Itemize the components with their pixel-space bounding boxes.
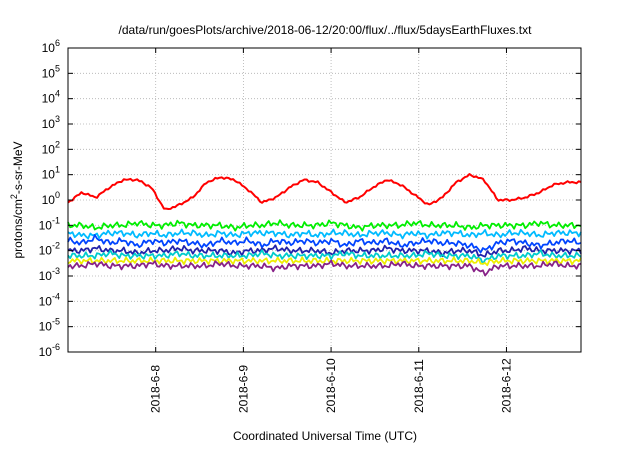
y-tick-label: 104 [42, 89, 60, 106]
y-tick-label: 10-6 [39, 342, 60, 359]
series-line-3 [67, 228, 582, 240]
series-line-5 [67, 244, 582, 258]
y-axis-label-superscript: 2 [9, 194, 19, 199]
x-tick-label: 2018-6-12 [499, 358, 513, 413]
y-tick-label: 105 [42, 63, 60, 80]
x-tick-label: 2018-6-9 [236, 365, 250, 413]
y-tick-label: 10-5 [39, 317, 60, 334]
y-tick-label: 102 [42, 139, 60, 156]
x-tick-label: 2018-6-10 [324, 358, 338, 413]
plot-area [67, 47, 582, 353]
y-tick-label: 103 [42, 114, 60, 131]
y-tick-label: 10-2 [39, 241, 60, 258]
x-tick-label: 2018-6-11 [412, 359, 426, 413]
series-line-4 [67, 233, 582, 254]
y-axis-ticks: 10-6 10-5 10-4 10-3 10-2 10-1 100 101 102 103 104 1… [39, 38, 581, 359]
series-group [67, 173, 582, 277]
y-tick-label: 101 [42, 165, 60, 182]
x-tick-label: 2018-6-8 [149, 365, 163, 413]
x-axis-ticks: 2018-6-8 2018-6-9 2018-6-10 2018-6-11 2018-6… [149, 48, 513, 413]
y-tick-label: 10-1 [39, 215, 60, 232]
series-line-2 [67, 219, 582, 232]
series-line-1 [67, 173, 582, 210]
y-tick-label: 10-4 [39, 291, 60, 308]
series-line-6 [67, 249, 582, 265]
series-line-8 [67, 259, 582, 277]
chart-title: /data/run/goesPlots/archive/2018-06-12/2… [119, 23, 533, 37]
y-tick-label: 100 [42, 190, 60, 207]
y-tick-label: 106 [42, 38, 60, 55]
y-tick-label: 10-3 [39, 266, 60, 283]
y-axis-label-base: protons/cm [11, 199, 25, 258]
x-axis-label: Coordinated Universal Time (UTC) [233, 429, 417, 443]
series-line-7 [67, 256, 582, 267]
y-axis-label: protons/cm2-s-sr-MeV [9, 141, 25, 258]
y-axis-label-rest: -s-sr-MeV [11, 141, 25, 194]
